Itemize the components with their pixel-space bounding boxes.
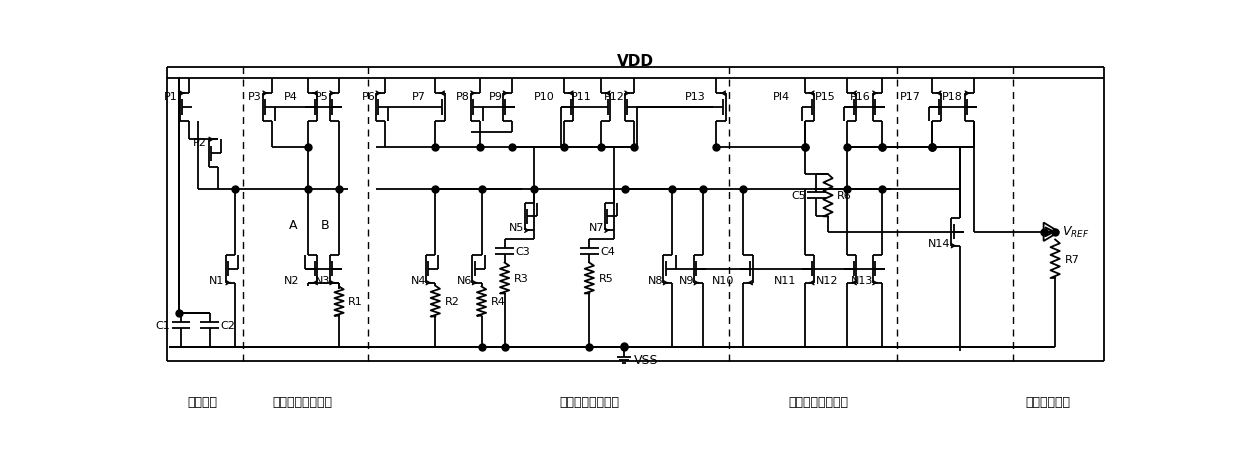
Text: N13: N13: [851, 275, 873, 285]
Text: N14: N14: [928, 238, 950, 248]
Text: N8: N8: [647, 275, 663, 285]
Text: 启动电路: 启动电路: [187, 395, 218, 408]
Text: N10: N10: [712, 275, 734, 285]
Text: N1: N1: [208, 275, 224, 285]
Text: 第二电流产生电路: 第二电流产生电路: [559, 395, 619, 408]
Text: C5: C5: [791, 191, 806, 201]
Text: B: B: [321, 218, 330, 231]
Text: A: A: [289, 218, 298, 231]
Text: N7: N7: [589, 223, 605, 232]
Text: N5: N5: [510, 223, 525, 232]
Text: R2: R2: [445, 296, 459, 307]
Text: R3: R3: [513, 273, 528, 283]
Text: P13: P13: [684, 92, 706, 102]
Text: 第三电流产生电路: 第三电流产生电路: [789, 395, 848, 408]
Text: P17: P17: [900, 92, 921, 102]
Text: R7: R7: [1064, 254, 1079, 264]
Text: C4: C4: [600, 246, 615, 257]
Text: C3: C3: [516, 246, 531, 257]
Text: N11: N11: [774, 275, 796, 285]
Text: P4: P4: [284, 92, 299, 102]
Text: R4: R4: [491, 296, 506, 307]
Text: P10: P10: [533, 92, 554, 102]
Text: P11: P11: [570, 92, 591, 102]
Text: N6: N6: [456, 275, 472, 285]
Text: R6: R6: [837, 191, 852, 201]
Text: C2: C2: [221, 321, 236, 331]
Text: C1: C1: [156, 321, 170, 331]
Text: 叠加输出电路: 叠加输出电路: [1025, 395, 1070, 408]
Text: P18: P18: [942, 92, 963, 102]
Text: N12: N12: [816, 275, 838, 285]
Text: P7: P7: [412, 92, 425, 102]
Text: P8: P8: [456, 92, 470, 102]
Text: $V_{REF}$: $V_{REF}$: [1063, 225, 1090, 240]
Text: P5: P5: [315, 92, 329, 102]
Text: VSS: VSS: [634, 353, 658, 366]
Text: PI4: PI4: [774, 92, 790, 102]
Text: 第一电流产生电路: 第一电流产生电路: [273, 395, 332, 408]
Text: P2: P2: [192, 138, 207, 148]
Text: N4: N4: [410, 275, 427, 285]
Text: N3: N3: [315, 275, 330, 285]
Text: N9: N9: [678, 275, 694, 285]
Text: P16: P16: [849, 92, 870, 102]
Text: P9: P9: [489, 92, 502, 102]
Text: R5: R5: [599, 273, 614, 283]
Text: R1: R1: [348, 296, 363, 307]
Text: P12: P12: [604, 92, 625, 102]
Polygon shape: [1044, 223, 1059, 242]
Text: N2: N2: [284, 275, 299, 285]
Text: P1: P1: [164, 92, 177, 102]
Text: P15: P15: [816, 92, 836, 102]
Text: P6: P6: [361, 92, 376, 102]
Text: VDD: VDD: [618, 54, 653, 69]
Text: P3: P3: [248, 92, 262, 102]
